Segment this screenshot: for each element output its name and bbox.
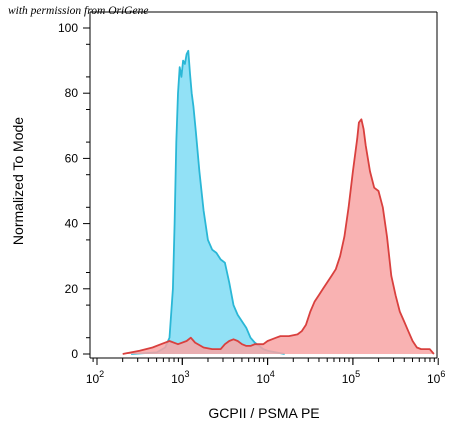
permission-watermark: with permission from OriGene	[8, 5, 149, 17]
y-axis-title: Normalized To Mode	[10, 117, 26, 245]
series-0-fill	[131, 50, 285, 355]
y-tick-label-0: 0	[71, 347, 78, 361]
y-tick-label-100: 100	[58, 21, 78, 35]
x-tick-label-2: 102	[86, 369, 104, 386]
y-tick-label-60: 60	[65, 151, 79, 165]
x-tick-label-3: 103	[171, 369, 189, 386]
axes-layer: 0 20 40 60 80 100 102 103 104 105 106	[58, 11, 445, 386]
series-layer	[122, 49, 435, 355]
x-tick-label-6: 106	[427, 369, 445, 386]
series-1-line	[122, 118, 435, 355]
x-tick-label-5: 105	[342, 369, 360, 386]
series-0-line	[131, 49, 285, 355]
y-tick-label-40: 40	[65, 217, 79, 231]
y-tick-label-80: 80	[65, 86, 79, 100]
x-axis-title: GCPII / PSMA PE	[208, 405, 319, 421]
series-1-fill	[122, 119, 434, 354]
y-tick-label-20: 20	[65, 282, 79, 296]
x-tick-label-4: 104	[256, 369, 274, 386]
